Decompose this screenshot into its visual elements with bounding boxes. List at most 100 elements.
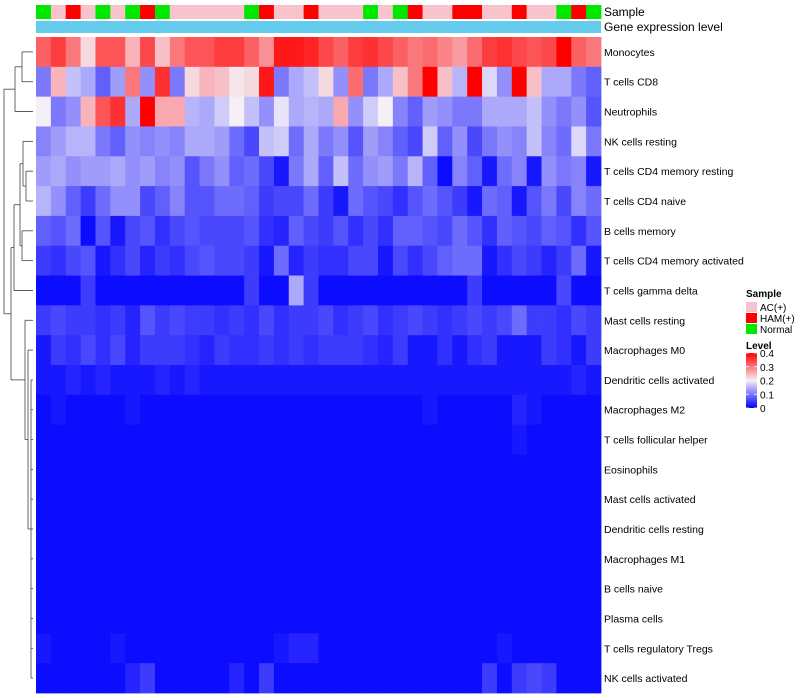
heatmap-cell <box>482 186 498 217</box>
heatmap-cell <box>288 275 305 306</box>
heatmap-cell <box>318 126 334 157</box>
heatmap-cell <box>65 454 82 485</box>
heatmap-cell <box>363 394 379 426</box>
heatmap-cell <box>392 156 409 187</box>
heatmap-cell <box>244 335 260 366</box>
heatmap-cell <box>125 335 141 366</box>
heatmap-cell <box>110 37 126 68</box>
heatmap-cell <box>452 37 468 68</box>
heatmap-cell <box>50 484 67 515</box>
heatmap-cell <box>244 514 260 545</box>
heatmap-cell <box>140 215 156 247</box>
heatmap-cell <box>259 573 275 604</box>
legend-level-colorbar <box>746 353 757 408</box>
heatmap-cell <box>95 96 111 127</box>
heatmap-cell <box>437 186 453 217</box>
heatmap-cell <box>50 663 67 694</box>
heatmap-cell <box>333 96 349 127</box>
heatmap-cell <box>392 305 409 336</box>
heatmap-cell <box>556 663 572 694</box>
heatmap-cell <box>556 424 572 455</box>
legend-tick-label: 0 <box>760 404 766 415</box>
heatmap-cell <box>184 186 200 217</box>
heatmap-cell <box>392 245 409 276</box>
heatmap-cell <box>273 186 290 217</box>
heatmap-cell <box>288 394 305 426</box>
heatmap-cell <box>392 126 409 157</box>
heatmap-cell <box>303 603 319 634</box>
heatmap-cell <box>318 156 334 187</box>
heatmap-cell <box>407 186 423 217</box>
heatmap-cell <box>571 365 587 396</box>
heatmap-cell <box>80 215 96 247</box>
heatmap-cell <box>244 275 260 306</box>
heatmap-cell <box>169 245 186 276</box>
heatmap-cell <box>571 335 587 366</box>
heatmap-cell <box>110 484 126 515</box>
heatmap-cell <box>496 66 513 98</box>
heatmap-cell <box>437 156 453 187</box>
heatmap-cell <box>422 66 438 98</box>
heatmap-cell <box>214 156 230 187</box>
heatmap-cell <box>229 305 245 336</box>
heatmap-cell <box>273 663 290 694</box>
heatmap-cell <box>36 573 52 604</box>
sample-annotation-bar <box>36 5 602 19</box>
sample-cell <box>586 5 602 19</box>
heatmap-cell <box>437 96 453 127</box>
heatmap-cell <box>392 215 409 247</box>
heatmap-cell <box>333 394 349 426</box>
heatmap-cell <box>95 66 111 98</box>
heatmap-cell <box>452 454 468 485</box>
heatmap-cell <box>467 514 483 545</box>
heatmap-cell <box>65 156 82 187</box>
heatmap-cell <box>36 365 52 396</box>
sample-cell <box>80 5 96 19</box>
heatmap-cell <box>140 424 156 455</box>
heatmap-cell <box>571 394 587 426</box>
heatmap-cell <box>556 186 572 217</box>
heatmap-cell <box>526 156 542 187</box>
sample-cell <box>273 5 290 19</box>
heatmap-cell <box>184 37 200 68</box>
heatmap-cell <box>36 275 52 306</box>
heatmap-cell <box>526 484 542 515</box>
heatmap-cell <box>318 186 334 217</box>
heatmap-cell <box>140 305 156 336</box>
heatmap-cell <box>140 335 156 366</box>
heatmap-cell <box>214 484 230 515</box>
row-label: T cells CD8 <box>604 77 658 89</box>
heatmap-cell <box>199 394 215 426</box>
heatmap-cell <box>437 543 453 575</box>
heatmap-cell <box>348 514 364 545</box>
heatmap-cell <box>303 305 319 336</box>
heatmap-cell <box>303 633 319 664</box>
heatmap-cell <box>437 305 453 336</box>
heatmap-cell <box>36 543 52 575</box>
heatmap-cell <box>496 663 513 694</box>
heatmap-cell <box>452 484 468 515</box>
heatmap-cell <box>377 275 394 306</box>
heatmap-cell <box>169 66 186 98</box>
heatmap-cell <box>50 633 67 664</box>
heatmap-cell <box>392 484 409 515</box>
heatmap-cell <box>511 454 528 485</box>
heatmap-cell <box>541 365 557 396</box>
heatmap-cell <box>496 156 513 187</box>
heatmap-cell <box>125 215 141 247</box>
heatmap-cell <box>318 454 334 485</box>
heatmap-cell <box>571 484 587 515</box>
heatmap-cell <box>318 424 334 455</box>
heatmap-cell <box>259 365 275 396</box>
heatmap-cell <box>363 126 379 157</box>
heatmap-cell <box>363 424 379 455</box>
heatmap-cell <box>541 37 557 68</box>
heatmap-cell <box>303 514 319 545</box>
heatmap-cell <box>244 365 260 396</box>
heatmap-cell <box>482 66 498 98</box>
heatmap-cell <box>244 484 260 515</box>
heatmap-cell <box>110 186 126 217</box>
heatmap-cell <box>511 365 528 396</box>
heatmap-cell <box>303 573 319 604</box>
heatmap-cell <box>259 66 275 98</box>
